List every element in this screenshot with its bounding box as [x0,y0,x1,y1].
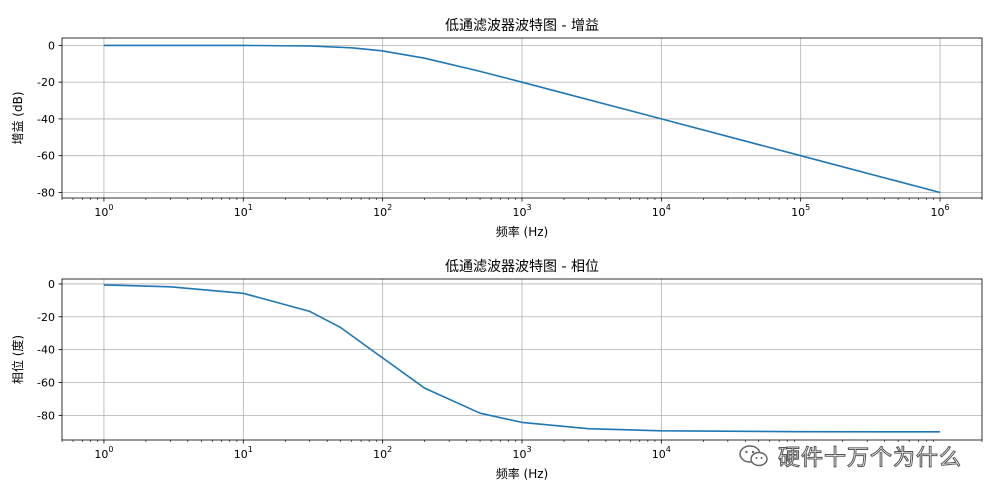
plot-frame [61,278,983,441]
y-tick-label: -60 [37,150,55,163]
chart-title: 低通滤波器波特图 - 增益 [445,18,599,34]
x-axis-label: 频率 (Hz) [496,466,549,481]
y-tick-label: 0 [48,39,55,52]
series-line [103,284,941,433]
y-tick-label: -20 [37,76,55,89]
chart-title: 低通滤波器波特图 - 相位 [445,259,599,275]
series-line [103,44,941,194]
x-tick-label: 106 [931,203,950,219]
x-axis-label: 频率 (Hz) [496,224,549,239]
y-tick-label: -20 [37,311,55,324]
y-tick-label: -40 [37,113,55,126]
x-tick-label: 102 [373,445,392,461]
watermark: 硬件十万个为什么 [738,442,963,472]
x-tick-label: 104 [652,203,671,219]
x-tick-label: 103 [512,203,531,219]
wechat-icon [739,445,768,467]
y-tick-label: -60 [37,377,55,390]
x-tick-label: 105 [791,203,810,219]
chart-2: 100 101 102 103 104 0 -20 -40 -60 -80 低通滤波器波特图 - 相… [10,259,983,481]
x-tick-label: 101 [234,445,253,461]
y-tick-label: 0 [48,278,55,291]
x-tick-label: 103 [512,445,531,461]
x-tick-label: 104 [652,445,671,461]
watermark-text: 硬件十万个为什么 [777,446,963,472]
plot-frame [61,37,983,199]
x-tick-label: 102 [373,203,392,219]
x-tick-label: 100 [94,203,113,219]
chart-1: 100 101 102 103 104 105 106 0 -20 -40 -60 -80 低通滤波器波… [11,18,983,239]
y-tick-label: -80 [37,409,55,422]
y-tick-label: -40 [37,344,55,357]
x-tick-label: 100 [94,445,113,461]
y-axis-label: 相位 (度) [10,335,25,384]
y-tick-label: -80 [37,186,55,199]
y-axis-label: 增益 (dB) [11,91,25,144]
x-tick-label: 101 [234,203,253,219]
